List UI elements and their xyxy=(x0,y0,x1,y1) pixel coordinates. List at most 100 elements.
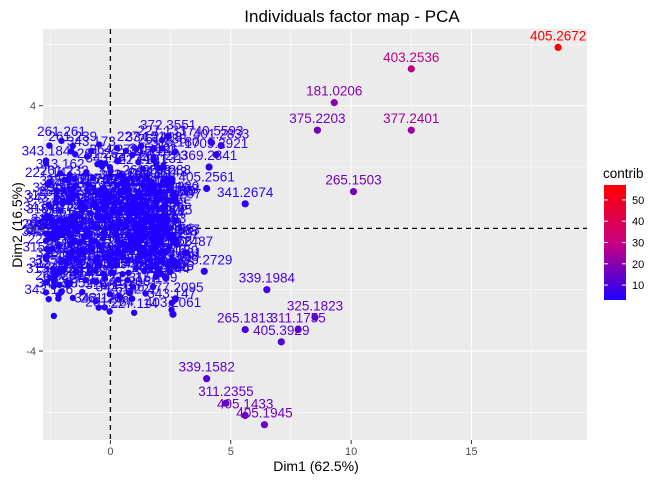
cluster-point-label: 315.173 xyxy=(77,172,126,187)
cluster-point-label: 227.129 xyxy=(135,200,184,215)
cluster-point-label: 343.125 xyxy=(110,196,159,211)
cluster-point-label: 227.151 xyxy=(117,129,166,144)
cluster-point-label: 261.250 xyxy=(70,211,119,226)
cluster-point xyxy=(122,247,129,254)
legend-ticks: 10 20 30 40 50 xyxy=(604,195,644,292)
point-label: 325.1823 xyxy=(287,298,343,313)
cluster-point xyxy=(42,279,50,286)
point-label: 241.2061 xyxy=(101,274,157,289)
point-label: 259.2487 xyxy=(157,234,213,249)
cluster-point-label: 315.103 xyxy=(103,217,152,232)
cluster-point xyxy=(143,176,151,183)
cluster-point xyxy=(92,297,99,305)
cluster-point xyxy=(144,190,151,197)
cluster-point xyxy=(134,256,141,264)
legend-colorbar xyxy=(604,185,626,300)
cluster-point xyxy=(149,283,157,291)
cluster-point-label: 343.183 xyxy=(48,176,97,191)
cluster-point-label: 315.155 xyxy=(104,178,153,193)
cluster-point-label: 343.181 xyxy=(153,245,202,260)
cluster-point-label: 261.221 xyxy=(108,282,157,297)
cluster-point xyxy=(100,235,107,242)
cluster-point-label: 261.299 xyxy=(122,162,171,177)
cluster-point xyxy=(89,174,97,182)
cluster-point-label: 315.143 xyxy=(66,256,115,271)
cluster-point-label: 261.232 xyxy=(40,163,89,178)
cluster-point xyxy=(92,267,99,275)
cluster-point-label: 343.147 xyxy=(85,150,134,165)
cluster-point-label: 315.102 xyxy=(95,185,144,200)
cluster-point-label: 227.106 xyxy=(104,172,153,187)
cluster-point xyxy=(142,290,149,297)
cluster-point-label: 227.110 xyxy=(148,183,196,198)
cluster-point xyxy=(63,279,71,286)
cluster-point xyxy=(50,312,58,320)
cluster-point xyxy=(130,194,137,201)
cluster-point xyxy=(115,216,122,224)
cluster-point-label: 227.143 xyxy=(109,186,158,201)
cluster-point xyxy=(51,226,59,233)
cluster-point-label: 261.236 xyxy=(123,174,172,189)
cluster-point-label: 343.173 xyxy=(67,134,116,149)
cluster-point-label: 315.114 xyxy=(128,174,176,189)
cluster-point xyxy=(45,295,52,303)
cluster-point xyxy=(106,308,113,315)
cluster-point xyxy=(166,184,174,191)
cluster-point-label: 261.255 xyxy=(45,241,94,256)
cluster-point-label: 315.169 xyxy=(130,212,179,227)
cluster-point-label: 261.258 xyxy=(143,233,192,248)
cluster-point-label: 343.113 xyxy=(59,193,107,208)
data-point xyxy=(407,65,415,73)
cluster-point-label: 343.199 xyxy=(100,227,149,242)
cluster-point-label: 315.191 xyxy=(85,277,134,292)
cluster-point xyxy=(100,184,107,192)
cluster-point-label: 261.203 xyxy=(149,223,198,238)
cluster-point xyxy=(160,205,167,212)
cluster-point-label: 315.109 xyxy=(129,270,178,285)
cluster-point xyxy=(76,239,83,247)
cluster-point xyxy=(171,148,179,155)
cluster-point xyxy=(139,204,147,211)
cluster-point-label: 315.162 xyxy=(26,261,75,276)
cluster-point-label: 261.209 xyxy=(133,215,182,230)
cluster-point-label: 261.243 xyxy=(80,240,129,255)
cluster-point xyxy=(70,175,78,183)
point-label: 300.5565 xyxy=(135,197,191,212)
cluster-point-label: 343.132 xyxy=(113,243,162,258)
cluster-point-label: 261.272 xyxy=(139,203,188,218)
cluster-point xyxy=(79,248,86,255)
cluster-point xyxy=(93,224,100,232)
cluster-point xyxy=(107,167,114,175)
cluster-point xyxy=(148,178,156,186)
cluster-point-label: 261.240 xyxy=(103,203,152,218)
cluster-point-label: 261.206 xyxy=(80,290,129,305)
cluster-point-label: 315.187 xyxy=(101,168,150,183)
cluster-point-label: 315.166 xyxy=(145,221,194,236)
cluster-point-label: 343.191 xyxy=(85,242,134,257)
cluster-point xyxy=(116,293,124,300)
point-label: 369.2341 xyxy=(181,148,237,163)
cluster-point-label: 343.131 xyxy=(135,151,184,166)
legend-title: contrib xyxy=(603,166,644,181)
cluster-point-label: 261.217 xyxy=(118,193,167,208)
cluster-point xyxy=(89,278,97,285)
cluster-point xyxy=(120,253,127,260)
point-label: 181.0206 xyxy=(306,84,362,99)
cluster-point-label: 343.136 xyxy=(24,282,73,297)
cluster-point-label: 315.173 xyxy=(91,186,140,201)
cluster-point xyxy=(173,200,181,207)
cluster-point xyxy=(44,181,52,188)
point-label: 277.2095 xyxy=(147,280,203,295)
cluster-point-label: 343.107 xyxy=(23,199,72,214)
cluster-point-label: 261.225 xyxy=(128,232,177,247)
data-points xyxy=(42,43,562,429)
cluster-point-label: 315.177 xyxy=(133,253,182,268)
cluster-point-label: 261.251 xyxy=(35,268,84,283)
x-tick-label: 0 xyxy=(107,446,113,458)
data-point xyxy=(263,286,271,294)
cluster-point xyxy=(44,236,51,243)
cluster-point xyxy=(150,154,157,162)
cluster-point xyxy=(56,170,64,177)
cluster-point xyxy=(53,199,60,206)
